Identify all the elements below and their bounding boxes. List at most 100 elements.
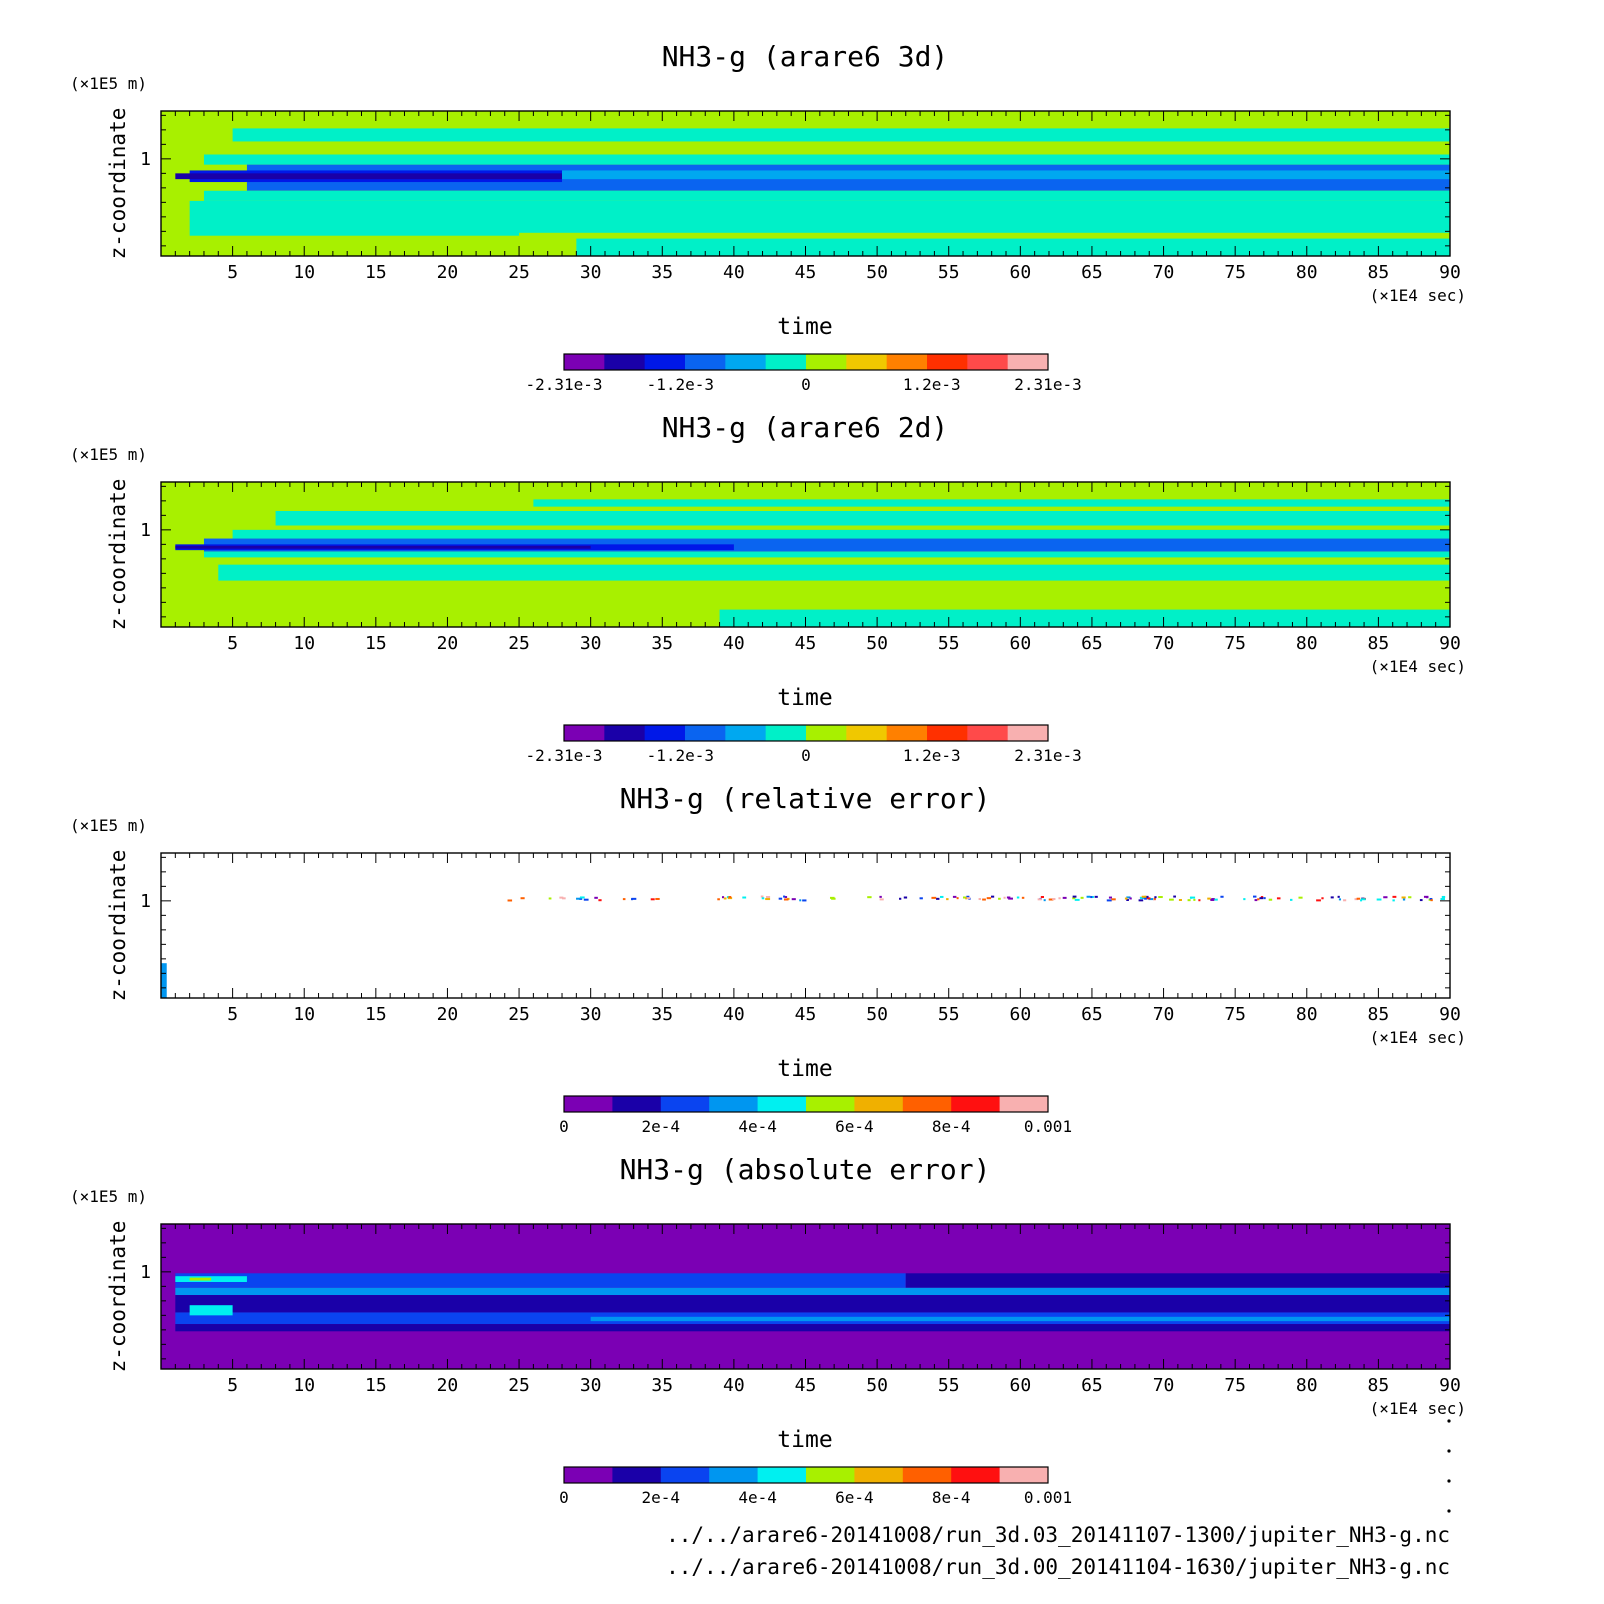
heatmap-speck xyxy=(1145,897,1151,900)
y-tick-label: 1 xyxy=(140,149,151,170)
x-tick-label: 30 xyxy=(580,1004,602,1025)
x-tick-label: 60 xyxy=(1009,1375,1031,1396)
heatmap-speck xyxy=(1062,896,1067,899)
x-tick-label: 45 xyxy=(795,1375,817,1396)
colorbar-tick-label: 0.001 xyxy=(1024,1488,1072,1507)
heatmap-band xyxy=(175,1273,906,1288)
heatmap-speck xyxy=(1144,895,1149,898)
y-axis-label: z-coordinate xyxy=(106,108,130,260)
heatmap-band xyxy=(232,529,1451,539)
x-tick-label: 45 xyxy=(795,633,817,654)
heatmap-speck xyxy=(1338,898,1342,901)
heatmap-speck xyxy=(742,896,747,899)
heatmap-speck xyxy=(765,898,771,901)
footer-dot xyxy=(1447,1509,1451,1513)
heatmap-band xyxy=(189,1305,233,1316)
heatmap-speck xyxy=(507,899,513,902)
heatmap-band xyxy=(218,564,1450,581)
colorbar-swatch xyxy=(1007,354,1049,370)
x-tick-label: 40 xyxy=(723,1004,745,1025)
heatmap-field xyxy=(161,482,1451,627)
heatmap-speck xyxy=(1392,899,1395,902)
x-tick-label: 70 xyxy=(1153,633,1175,654)
heatmap-speck xyxy=(1408,896,1412,899)
colorbar-swatch xyxy=(999,1467,1049,1483)
y-unit: (×1E5 m) xyxy=(70,445,147,464)
heatmap-band xyxy=(562,170,1450,180)
x-tick-label: 55 xyxy=(938,633,960,654)
heatmap-speck xyxy=(946,898,949,901)
x-tick-label: 60 xyxy=(1009,262,1031,283)
x-tick-label: 5 xyxy=(227,1004,238,1025)
heatmap-speck xyxy=(1321,897,1324,900)
heatmap-speck xyxy=(576,897,581,900)
heatmap-speck xyxy=(799,899,802,902)
heatmap-speck xyxy=(1072,895,1077,898)
x-tick-label: 70 xyxy=(1153,1004,1175,1025)
colorbar-tick-label: 0.001 xyxy=(1024,1117,1072,1136)
colorbar-swatch xyxy=(846,354,888,370)
colorbar-swatch xyxy=(725,354,767,370)
heatmap-speck xyxy=(802,899,807,902)
heatmap-speck xyxy=(952,895,957,898)
heatmap-speck xyxy=(1441,895,1446,898)
x-tick-label: 40 xyxy=(723,262,745,283)
x-unit: (×1E4 sec) xyxy=(1370,657,1466,676)
x-tick-label: 70 xyxy=(1153,262,1175,283)
heatmap-speck xyxy=(1090,896,1093,899)
chart-panel-4: 5 10 15 20 25 30 35 40 45 50 55 60 65 70 75 80 85 90 1 (×1E… xyxy=(70,1153,1466,1507)
colorbar-swatch xyxy=(886,354,928,370)
x-unit: (×1E4 sec) xyxy=(1370,286,1466,305)
x-tick-label: 20 xyxy=(437,633,459,654)
heatmap-speck xyxy=(939,895,944,898)
footer-dot xyxy=(1447,1449,1451,1453)
x-tick-label: 50 xyxy=(866,633,888,654)
heatmap-speck xyxy=(1193,898,1196,901)
y-unit: (×1E5 m) xyxy=(70,1187,147,1206)
colorbar-frame xyxy=(563,353,1049,371)
heatmap-speck xyxy=(559,896,564,899)
heatmap-speck xyxy=(791,898,796,901)
x-unit: (×1E4 sec) xyxy=(1370,1399,1466,1418)
colorbar-swatch xyxy=(806,725,847,741)
colorbar-tick-label: 0 xyxy=(801,375,811,394)
x-tick-label: 10 xyxy=(293,262,315,283)
colorbar-tick-label: 0 xyxy=(801,746,811,765)
heatmap-speck xyxy=(1124,897,1128,900)
colorbar-tick-label: 8e-4 xyxy=(932,1488,971,1507)
chart-title: NH3-g (arare6 2d) xyxy=(662,411,949,444)
x-axis-label: time xyxy=(777,314,832,340)
colorbar-tick-label: 1.2e-3 xyxy=(903,375,961,394)
heatmap-field xyxy=(161,111,1451,256)
panels: 5 10 15 20 25 30 35 40 45 50 55 60 65 70 75 80 85 901(×1E… xyxy=(70,40,1466,1507)
colorbar-swatch xyxy=(927,354,968,370)
heatmap-speck xyxy=(1129,897,1132,900)
y-unit: (×1E5 m) xyxy=(70,816,147,835)
footer-dot xyxy=(1447,1419,1451,1423)
heatmap-speck xyxy=(1210,898,1215,901)
x-tick-label: 25 xyxy=(508,1004,530,1025)
heatmap-speck xyxy=(1190,896,1196,899)
heatmap-speck xyxy=(520,897,525,900)
heatmap-field xyxy=(161,1224,1450,1369)
heatmap-speck xyxy=(1048,898,1054,901)
heatmap-speck xyxy=(991,895,995,898)
heatmap-speck xyxy=(580,896,585,899)
colorbar-swatch xyxy=(951,1467,1001,1483)
x-tick-label: 50 xyxy=(866,1004,888,1025)
plot-frame xyxy=(160,852,1451,999)
heatmap-speck xyxy=(760,895,764,898)
colorbar-tick-label: 8e-4 xyxy=(932,1117,971,1136)
heatmap-speck xyxy=(931,896,937,899)
heatmap-speck xyxy=(1343,899,1347,902)
heatmap-speck xyxy=(598,899,602,902)
x-tick-label: 15 xyxy=(365,1004,387,1025)
heatmap-speck xyxy=(1330,896,1334,899)
x-tick-label: 90 xyxy=(1439,262,1461,283)
heatmap-speck xyxy=(723,897,727,900)
heatmap-speck xyxy=(1158,896,1163,899)
heatmap-band xyxy=(203,154,1450,165)
heatmap-speck xyxy=(1080,896,1084,899)
heatmap-speck xyxy=(631,898,634,901)
